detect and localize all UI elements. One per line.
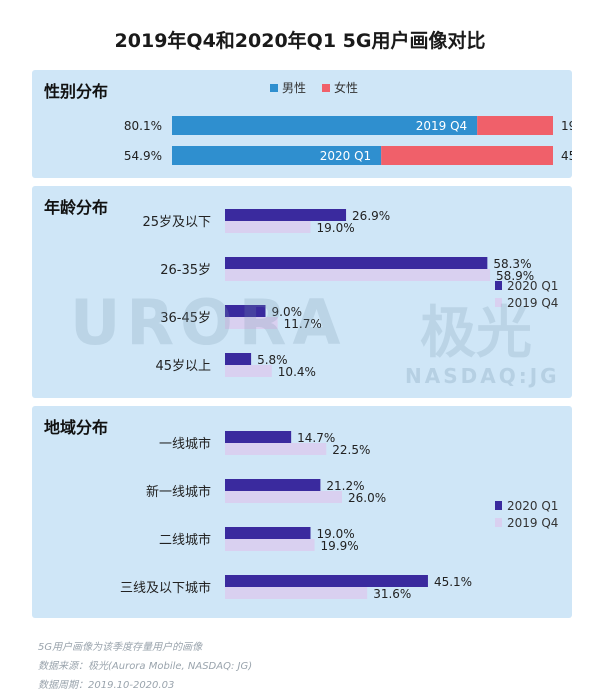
legend-swatch-male xyxy=(270,84,278,92)
gender-bar-male xyxy=(172,116,478,135)
legend-label-male: 男性 xyxy=(282,81,306,95)
age-bar-2020q1 xyxy=(225,353,252,365)
region-bar-2019q4 xyxy=(225,587,368,599)
age-bar-2020q1 xyxy=(225,257,488,269)
age-category-label: 25岁及以下 xyxy=(142,215,211,230)
region-value-2019q4: 22.5% xyxy=(332,443,370,457)
region-value-2019q4: 26.0% xyxy=(348,491,386,505)
gender-panel-title: 性别分布 xyxy=(44,82,109,101)
region-legend-swatch-2020q1 xyxy=(495,501,502,510)
region-bar-2020q1 xyxy=(225,575,428,587)
gender-chart: 男性 女性 2019 Q4 80.1% 19.9% 2020 Q1 54.9% 45.1% xyxy=(124,80,572,165)
age-bar-2019q4 xyxy=(225,221,311,233)
region-bar-2019q4 xyxy=(225,539,315,551)
age-value-2019q4: 58.9% xyxy=(496,269,534,283)
legend-swatch-female xyxy=(322,84,330,92)
age-value-2020q1: 58.3% xyxy=(493,257,531,271)
region-bar-2020q1 xyxy=(225,527,311,539)
age-value-2020q1: 9.0% xyxy=(272,305,303,319)
age-bar-2020q1 xyxy=(225,209,347,221)
age-bar-2020q1 xyxy=(225,305,266,317)
age-category-label: 36-45岁 xyxy=(160,311,211,326)
legend-label-female: 女性 xyxy=(334,80,358,95)
age-category-label: 45岁以上 xyxy=(155,359,211,374)
gender-category-label: 2020 Q1 xyxy=(320,149,371,163)
age-panel-title: 年龄分布 xyxy=(44,198,109,217)
region-category-label: 三线及以下城市 xyxy=(120,580,211,596)
age-panel: 年龄分布 25岁及以下 26.9% 19.0% 26-35岁 58.3% 58.9% 36-… xyxy=(32,186,572,398)
gender-bar-male xyxy=(172,146,382,165)
age-legend-label-2019q4: 2019 Q4 xyxy=(507,296,558,310)
region-value-2020q1: 21.2% xyxy=(326,479,364,493)
gender-bar-female xyxy=(477,116,553,135)
gender-panel: 性别分布 男性 女性 2019 Q4 80.1% 19.9% 2020 Q1 54.9% 45… xyxy=(32,70,572,178)
region-legend-swatch-2019q4 xyxy=(495,518,502,527)
region-category-label: 一线城市 xyxy=(159,436,211,452)
age-value-2019q4: 19.0% xyxy=(317,221,355,235)
region-bar-2019q4 xyxy=(225,443,327,455)
age-value-2019q4: 11.7% xyxy=(284,317,322,331)
region-chart: 一线城市 14.7%22.5% 新一线城市 21.2%26.0% 二线城市 19.0%19… xyxy=(120,431,558,601)
age-legend-swatch-2020q1 xyxy=(495,281,502,290)
age-bar-2019q4 xyxy=(225,365,272,377)
gender-bar-female xyxy=(381,146,553,165)
region-value-2020q1: 45.1% xyxy=(434,575,472,589)
age-legend-label-2020q1: 2020 Q1 xyxy=(507,279,558,293)
footer-note: 5G用户画像为该季度存量用户的画像 xyxy=(38,642,203,653)
region-panel-title: 地域分布 xyxy=(44,418,109,437)
region-value-2020q1: 14.7% xyxy=(297,431,335,445)
region-legend-label-2019q4: 2019 Q4 xyxy=(507,516,558,530)
region-bar-2019q4 xyxy=(225,491,342,503)
region-category-label: 二线城市 xyxy=(159,532,211,548)
region-panel: 地域分布 一线城市 14.7% 22.5% 新一线城市 21.2% 26.0% 二线城市 19… xyxy=(32,406,572,618)
gender-male-value: 80.1% xyxy=(124,119,162,133)
gender-female-value: 19.9% xyxy=(561,119,572,133)
region-value-2020q1: 19.0% xyxy=(317,527,355,541)
page-title: 2019年Q4和2020年Q1 5G用户画像对比 xyxy=(114,30,486,52)
age-chart: 25岁及以下 26.9%19.0% 26-35岁 58.3%58.9% 36-45岁 9.… xyxy=(142,209,558,379)
region-legend-label-2020q1: 2020 Q1 xyxy=(507,499,558,513)
age-value-2020q1: 26.9% xyxy=(352,209,390,223)
footer-period: 数据周期：2019.10-2020.03 xyxy=(38,680,175,691)
gender-category-label: 2019 Q4 xyxy=(416,119,467,133)
gender-female-value: 45.1% xyxy=(561,149,572,163)
gender-male-value: 54.9% xyxy=(124,149,162,163)
age-bar-2019q4 xyxy=(225,269,491,281)
region-value-2019q4: 19.9% xyxy=(321,539,359,553)
age-bar-2019q4 xyxy=(225,317,278,329)
footer-source: 数据来源：极光(Aurora Mobile, NASDAQ: JG) xyxy=(38,661,253,672)
region-value-2019q4: 31.6% xyxy=(373,587,411,601)
age-legend-swatch-2019q4 xyxy=(495,298,502,307)
region-category-label: 新一线城市 xyxy=(146,484,211,500)
region-bar-2020q1 xyxy=(225,479,321,491)
age-value-2019q4: 10.4% xyxy=(278,365,316,379)
age-category-label: 26-35岁 xyxy=(160,263,211,278)
region-bar-2020q1 xyxy=(225,431,292,443)
age-value-2020q1: 5.8% xyxy=(257,353,288,367)
